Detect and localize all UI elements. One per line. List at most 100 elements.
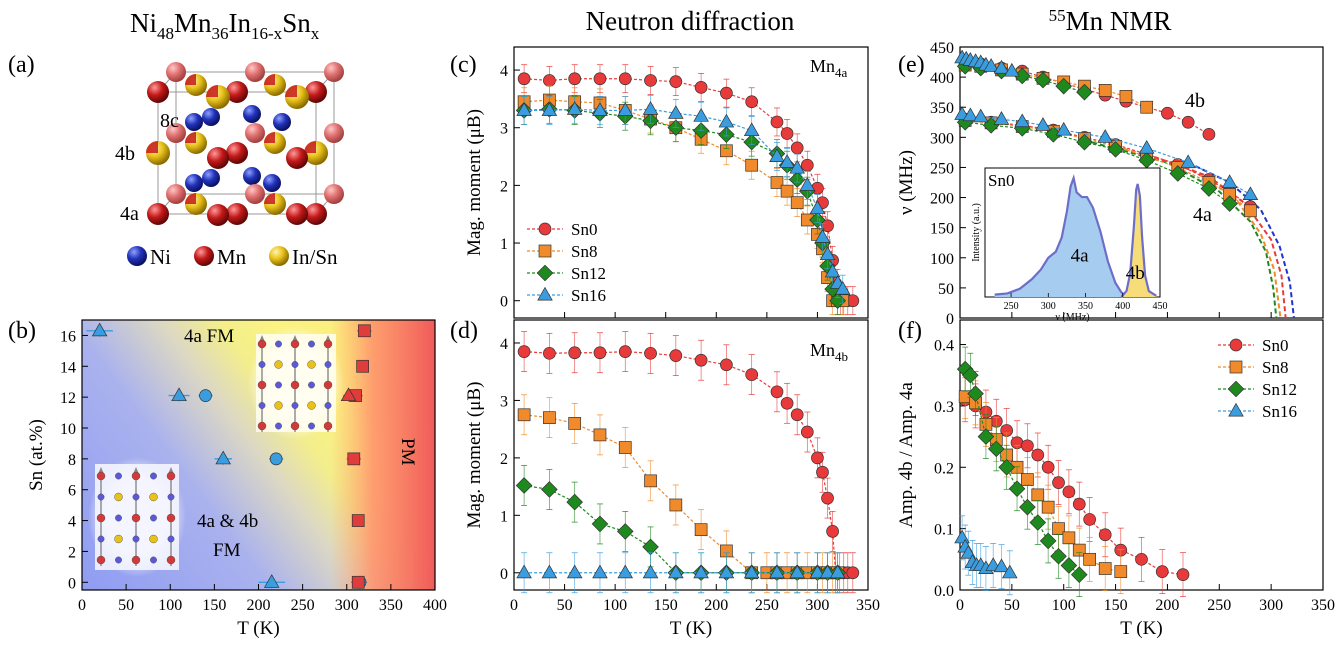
legend-label-sn0: Sn0 (571, 220, 597, 239)
data-point (779, 154, 795, 168)
atom-ni (243, 167, 261, 185)
data-point (1119, 90, 1133, 103)
data-point (1083, 552, 1096, 566)
data-point (568, 417, 582, 430)
x-tick-label: 50 (557, 597, 573, 614)
spectrum-4a (994, 178, 1127, 297)
region-fm: FM (213, 540, 241, 561)
atom-ni (132, 535, 140, 543)
panel-a: (a) 8c 4b 4a Ni Mn In/Sn (8, 52, 344, 269)
data-point (1060, 557, 1078, 574)
data-point (644, 346, 657, 360)
data-point (692, 122, 710, 139)
data-point (667, 119, 685, 137)
y-tick-label: 400 (930, 70, 954, 87)
data-point (1076, 83, 1093, 101)
x-tick-label: 300 (805, 597, 829, 614)
data-point (515, 477, 533, 494)
atom-mn (166, 471, 176, 481)
atom-mn (166, 555, 176, 565)
atom-ni (273, 113, 291, 131)
data-point (718, 113, 735, 128)
data-point (1180, 154, 1196, 169)
atom-mn (290, 421, 300, 431)
atom-mn (96, 471, 106, 481)
atom-mn (114, 534, 123, 544)
y-tick-label: 0.2 (934, 460, 954, 477)
data-point (694, 81, 708, 94)
data-point (811, 451, 824, 465)
legend-label-sn16: Sn16 (1262, 402, 1297, 421)
plot-frame (513, 319, 869, 591)
atom-mn (131, 471, 141, 481)
data-point (1062, 485, 1076, 499)
plot-frame (959, 46, 1324, 319)
atom-mn (96, 513, 106, 523)
data-point (799, 177, 816, 191)
data-point (1031, 488, 1045, 502)
data-point (800, 158, 814, 172)
atom-ni (308, 381, 315, 389)
data-point (983, 58, 999, 72)
data-point (592, 564, 608, 579)
atom-mnl (166, 184, 186, 204)
data-point (993, 111, 1010, 125)
atom-ni (185, 113, 203, 131)
y-tick-label: 250 (930, 160, 954, 177)
data-point (566, 101, 583, 115)
atom-ni (115, 556, 122, 564)
atom-ni (308, 340, 315, 348)
data-point (541, 564, 558, 579)
data-point (743, 564, 760, 579)
atom-ni (202, 169, 220, 187)
y-tick-label: 200 (930, 191, 954, 208)
atom-mixed-site (206, 85, 218, 97)
atom-ni (258, 361, 266, 368)
inset-x-label: ν (MHz) (1055, 312, 1089, 323)
atom-mn (274, 360, 283, 369)
data-point (1055, 77, 1073, 95)
data-point (1029, 514, 1047, 531)
atom-mn (226, 81, 248, 103)
data-point (993, 59, 1010, 74)
plot-frame (513, 46, 869, 319)
data-point (819, 564, 836, 579)
data-point (1200, 180, 1218, 197)
data-point (769, 564, 785, 579)
series-sn16 (516, 552, 846, 594)
atom-ni (150, 556, 157, 564)
spectrum-4b (1121, 183, 1157, 297)
x-tick-label: 150 (1104, 597, 1128, 614)
data-point (1021, 439, 1034, 453)
data-point (693, 564, 709, 579)
data-point (1008, 480, 1026, 498)
data-point (517, 408, 531, 422)
inset-y-label: Intensity (a.u.) (971, 203, 982, 262)
x-tick-label: 300 (1259, 597, 1283, 614)
data-point (566, 493, 583, 511)
atom-ni (291, 402, 299, 409)
data-point (618, 345, 632, 358)
y-tick-label: 1 (500, 236, 508, 253)
data-point (954, 529, 970, 544)
data-point (962, 107, 979, 122)
data-point (1039, 532, 1057, 550)
data-point (790, 141, 804, 155)
y-tick-label: 0.0 (934, 583, 954, 600)
data-point (642, 101, 659, 115)
data-point (617, 564, 634, 579)
data-point (1035, 117, 1051, 131)
data-point (568, 346, 582, 360)
series-line (524, 484, 838, 574)
data-point (1242, 186, 1259, 200)
data-point (543, 346, 556, 360)
data-point (693, 107, 709, 122)
atom-mn (257, 421, 267, 431)
data-point (1155, 565, 1169, 578)
data-point (517, 72, 531, 86)
data-point (1135, 552, 1148, 566)
y-tick-label: 50 (938, 281, 954, 298)
x-tick-label: 250 (755, 597, 779, 614)
inset-x-tick-label: 250 (1004, 301, 1019, 312)
data-point (1169, 165, 1187, 182)
